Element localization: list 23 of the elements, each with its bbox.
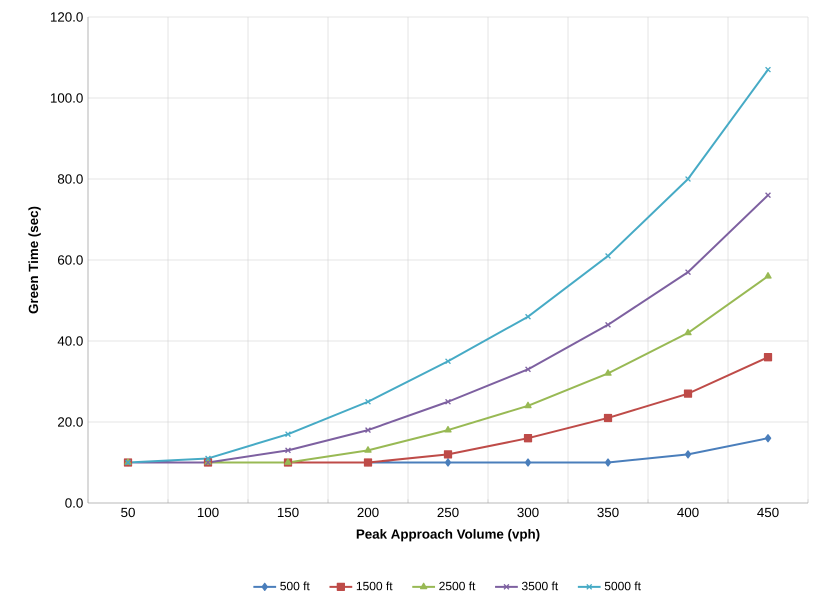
x-tick-label: 400 xyxy=(677,508,699,518)
y-axis-title: Green Time (sec) xyxy=(28,206,41,314)
x-tick-label: 350 xyxy=(597,508,619,518)
x-tick-label: 450 xyxy=(757,508,779,518)
x-tick-label: 100 xyxy=(198,508,219,518)
y-tick-label: 120.0 xyxy=(50,12,83,22)
x-tick-label: 300 xyxy=(517,508,539,518)
legend-label: 500 ft xyxy=(280,582,310,590)
x-tick-label: 50 xyxy=(121,508,135,518)
legend-label: 1500 ft xyxy=(356,582,392,590)
y-tick-label: 0.0 xyxy=(65,498,83,508)
y-tick-label: 20.0 xyxy=(58,417,83,427)
y-tick-label: 40.0 xyxy=(58,336,83,346)
y-tick-label: 60.0 xyxy=(58,255,83,265)
legend-label: 2500 ft xyxy=(439,582,476,590)
legend-label: 3500 ft xyxy=(522,582,558,590)
x-tick-label: 200 xyxy=(358,508,379,518)
x-tick-label: 150 xyxy=(278,508,299,518)
x-tick-label: 250 xyxy=(438,508,459,518)
x-axis-title: Peak Approach Volume (vph) xyxy=(356,528,540,542)
legend-label: 5000 ft xyxy=(604,582,641,590)
y-tick-label: 80.0 xyxy=(58,174,83,184)
y-tick-label: 100.0 xyxy=(50,93,83,103)
